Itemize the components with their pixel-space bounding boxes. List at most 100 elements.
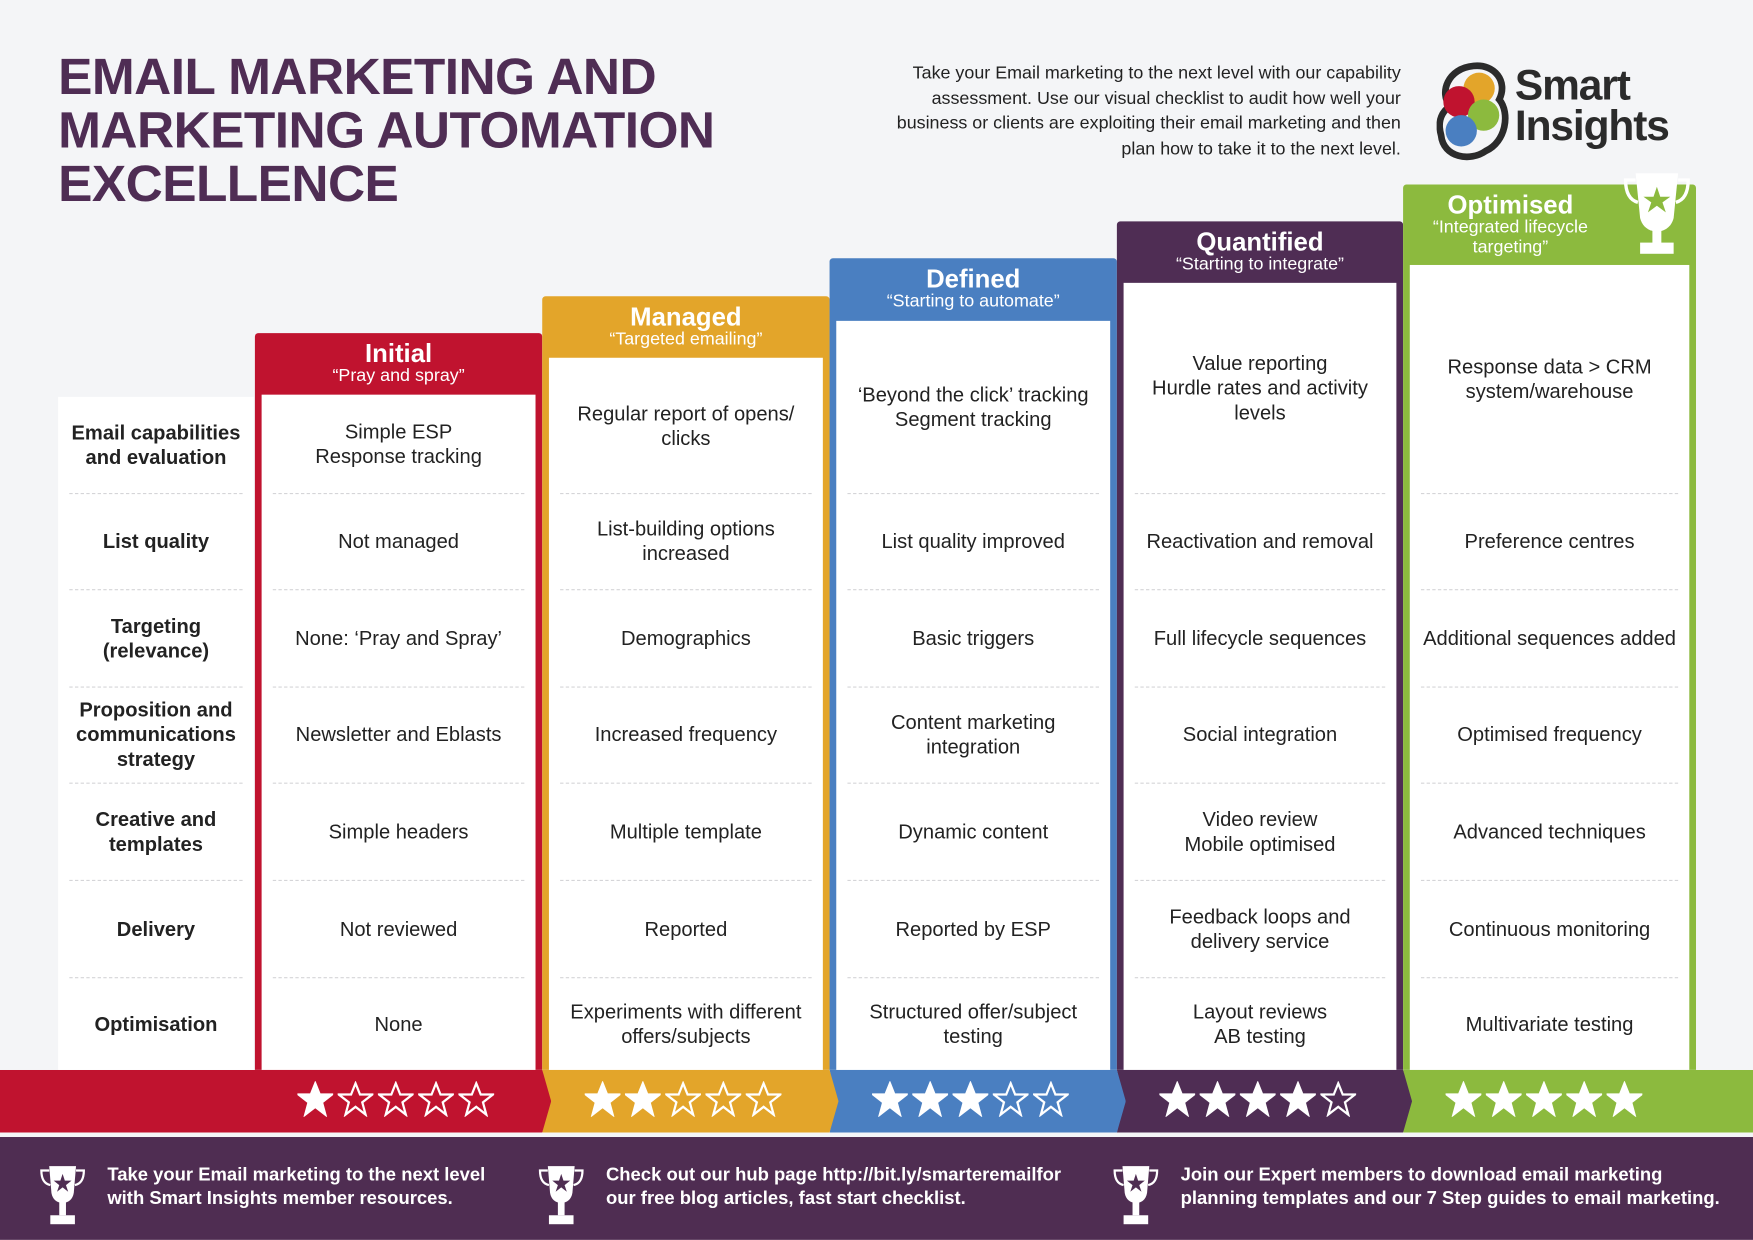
level-body: Value reporting Hurdle rates and activit… [1123,282,1397,1070]
row-divider [1134,879,1386,881]
star-filled-icon [1523,1079,1564,1122]
row-divider [1134,977,1386,979]
star-empty-icon [375,1079,416,1122]
star-rating [869,1070,1071,1133]
rating-band [0,1069,552,1133]
row-divider [69,782,243,784]
rating-band [829,1069,1126,1133]
star-filled-icon [1604,1079,1645,1122]
row-divider [272,879,525,881]
level-name: Defined [926,263,1021,293]
row-divider [560,879,812,881]
star-rating [295,1070,497,1133]
capability-cell: Demographics [621,626,751,649]
capability-cell: ‘Beyond the click’ tracking Segment trac… [857,383,1089,431]
level-body: Response data > CRM system/warehouse Pref… [1409,264,1690,1070]
level-header: Initial “Pray and spray” [255,333,542,394]
row-label: Creative and templates [95,807,217,855]
page-title: EMAIL MARKETING AND MARKETING AUTOMATION… [58,49,715,210]
row-label: Proposition and communications strategy [76,698,236,771]
star-filled-icon [950,1079,991,1122]
row-divider [847,686,1099,688]
intro-text: Take your Email marketing to the next le… [896,63,1401,159]
row-label: List quality [102,529,210,553]
row-divider [847,782,1099,784]
star-empty-icon [990,1079,1031,1122]
star-filled-icon [622,1079,663,1122]
capability-cell: Video review Mobile optimised [1184,807,1336,855]
footer: Take your Email marketing to the next le… [0,1137,1753,1240]
capability-cell: Continuous monitoring [1448,917,1651,940]
level-body: Regular report of opens/ clicks List-buil… [548,357,823,1070]
row-divider [560,589,812,591]
row-divider [560,493,812,495]
star-rating [1443,1070,1645,1133]
level-column-managed: Managed “Targeted emailing” Regular report… [542,296,830,1070]
star-empty-icon [663,1079,704,1122]
capability-cell: None [374,1012,423,1035]
row-divider [272,686,525,688]
star-empty-icon [415,1079,457,1122]
row-label: Optimisation [94,1012,218,1035]
row-label: Delivery [116,917,196,940]
level-name: Quantified [1196,226,1324,257]
capability-cell: Not managed [338,529,459,553]
row-label: Email capabilities and evaluation [71,421,241,469]
logo-text: Smart Insights [1514,62,1670,150]
capability-cell: Simple ESP Response tracking [315,420,482,468]
row-divider [560,782,812,784]
star-filled-icon [1197,1079,1238,1122]
footer-text: Take your Email marketing to the next le… [107,1164,486,1209]
row-divider [272,977,525,979]
logo-icon [1436,62,1509,161]
capability-cell: Advanced techniques [1453,820,1646,843]
star-rating [1157,1070,1359,1133]
star-filled-icon [1277,1079,1319,1122]
capability-cell: Simple headers [328,820,469,843]
level-subtitle: “Integrated lifecycle targeting” [1432,218,1588,258]
level-header: Managed “Targeted emailing” [542,296,829,357]
level-subtitle: “Targeted emailing” [609,329,763,349]
level-name: Managed [630,301,742,331]
row-divider [1420,493,1679,495]
row-divider [1420,686,1679,688]
level-subtitle: “Pray and spray” [332,366,465,386]
row-divider [69,977,243,979]
star-empty-icon [1030,1079,1071,1122]
level-column-quantified: Quantified “Starting to integrate” Value r… [1116,221,1404,1070]
level-header: Optimised “Integrated lifecycle targeting… [1403,184,1696,264]
level-name: Initial [364,338,433,368]
trophy-icon [1111,1164,1160,1232]
star-empty-icon [743,1079,784,1122]
star-filled-icon [1483,1079,1524,1122]
footer-item: Take your Email marketing to the next le… [38,1164,493,1232]
row-divider [1134,686,1386,688]
row-divider [847,493,1099,495]
capability-cell: Response data > CRM system/warehouse [1447,355,1652,403]
capability-cell: Reported by ESP [895,917,1051,940]
footer-text: Join our Expert members to download emai… [1180,1164,1720,1209]
row-divider [69,589,243,591]
capability-cell: Not reviewed [339,917,458,940]
capability-cell: Multivariate testing [1465,1012,1634,1035]
star-filled-icon [1443,1079,1484,1122]
row-divider [847,589,1099,591]
footer-item: Check out our hub page http://bit.ly/sma… [537,1164,1076,1232]
row-divider [1134,782,1386,784]
row-divider [1134,589,1386,591]
capability-cell: Content marketing integration [890,711,1056,759]
capability-cell: Reactivation and removal [1146,529,1374,553]
row-divider [1420,977,1679,979]
capability-cell: Layout reviews AB testing [1192,1000,1328,1048]
capability-cell: Social integration [1182,723,1338,746]
star-empty-icon [456,1079,497,1122]
capability-cell: None: ‘Pray and Spray’ [295,626,503,649]
footer-item: Join our Expert members to download emai… [1111,1164,1728,1232]
title-line: MARKETING AUTOMATION [58,100,715,159]
capability-cell: Increased frequency [594,723,778,746]
star-rating [582,1070,784,1133]
level-header: Defined “Starting to automate” [830,258,1117,321]
row-divider [69,879,243,881]
star-empty-icon [1318,1079,1359,1122]
smart-insights-logo: Smart Insights [1436,61,1672,164]
